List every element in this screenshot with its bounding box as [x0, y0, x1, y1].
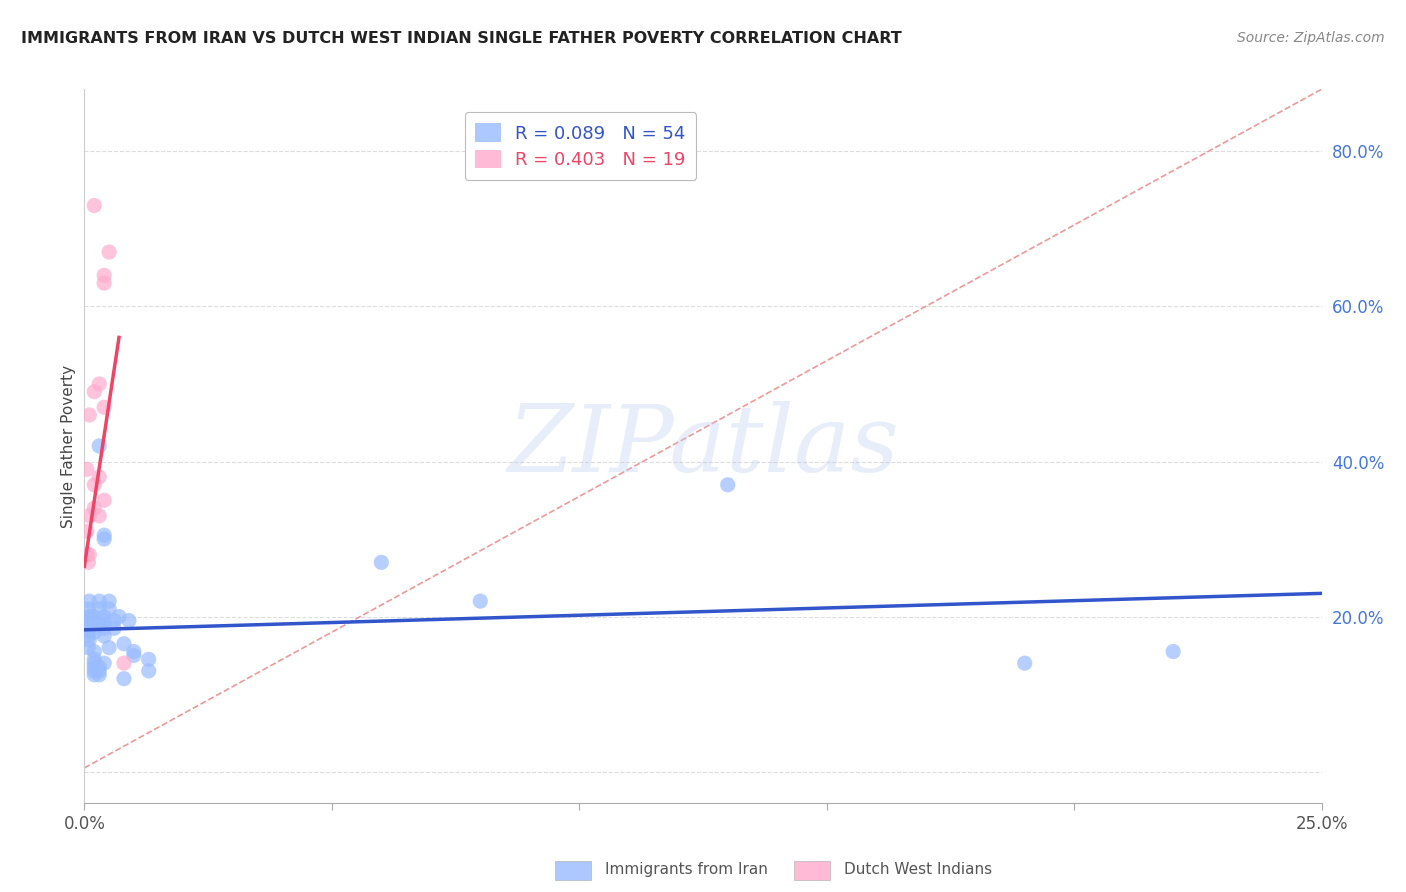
Point	[83, 625, 105, 640]
Point	[77, 609, 100, 624]
Point	[83, 384, 105, 399]
Point	[76, 524, 98, 539]
Point	[93, 493, 115, 508]
Point	[1014, 656, 1036, 670]
Point	[89, 508, 111, 523]
Text: Immigrants from Iran: Immigrants from Iran	[605, 863, 768, 877]
Point	[108, 609, 131, 624]
Point	[83, 198, 105, 212]
Text: Source: ZipAtlas.com: Source: ZipAtlas.com	[1237, 31, 1385, 45]
Text: Dutch West Indians: Dutch West Indians	[844, 863, 991, 877]
Point	[79, 621, 101, 635]
Point	[83, 668, 105, 682]
Point	[89, 376, 111, 391]
Point	[83, 656, 105, 670]
Point	[138, 652, 160, 666]
Point	[93, 656, 115, 670]
Text: ZIPatlas: ZIPatlas	[508, 401, 898, 491]
Point	[83, 660, 105, 674]
Point	[79, 632, 101, 647]
Point	[76, 548, 98, 562]
Point	[89, 470, 111, 484]
Point	[370, 555, 392, 569]
Point	[93, 528, 115, 542]
Point	[79, 594, 101, 608]
Point	[83, 652, 105, 666]
Point	[79, 625, 101, 640]
Point	[89, 617, 111, 632]
Point	[93, 268, 115, 283]
Point	[103, 621, 125, 635]
Point	[89, 660, 111, 674]
Point	[79, 408, 101, 422]
Point	[93, 614, 115, 628]
Point	[79, 548, 101, 562]
Point	[93, 617, 115, 632]
Legend: R = 0.089   N = 54, R = 0.403   N = 19: R = 0.089 N = 54, R = 0.403 N = 19	[464, 112, 696, 180]
Point	[93, 532, 115, 546]
Point	[77, 617, 100, 632]
Point	[83, 664, 105, 678]
Point	[89, 664, 111, 678]
Point	[77, 640, 100, 655]
Point	[98, 640, 121, 655]
Point	[112, 637, 135, 651]
Point	[98, 245, 121, 260]
Point	[83, 501, 105, 516]
Text: IMMIGRANTS FROM IRAN VS DUTCH WEST INDIAN SINGLE FATHER POVERTY CORRELATION CHAR: IMMIGRANTS FROM IRAN VS DUTCH WEST INDIA…	[21, 31, 901, 46]
Point	[138, 664, 160, 678]
Point	[89, 668, 111, 682]
Point	[93, 621, 115, 635]
Point	[118, 614, 141, 628]
Point	[80, 609, 103, 624]
Point	[79, 508, 101, 523]
Point	[93, 609, 115, 624]
Point	[717, 477, 740, 491]
Point	[93, 401, 115, 415]
Point	[77, 629, 100, 643]
Point	[77, 602, 100, 616]
Point	[1161, 644, 1184, 658]
Point	[93, 276, 115, 290]
Y-axis label: Single Father Poverty: Single Father Poverty	[60, 365, 76, 527]
Point	[80, 614, 103, 628]
Point	[98, 594, 121, 608]
Point	[89, 439, 111, 453]
Point	[83, 644, 105, 658]
Point	[89, 602, 111, 616]
Point	[76, 462, 98, 476]
Point	[112, 672, 135, 686]
Point	[83, 609, 105, 624]
Point	[79, 614, 101, 628]
Point	[83, 477, 105, 491]
Point	[93, 629, 115, 643]
Point	[77, 555, 100, 569]
Point	[98, 602, 121, 616]
Point	[83, 614, 105, 628]
Point	[470, 594, 492, 608]
Point	[103, 614, 125, 628]
Point	[89, 594, 111, 608]
Point	[122, 648, 145, 663]
Point	[122, 644, 145, 658]
Point	[112, 656, 135, 670]
